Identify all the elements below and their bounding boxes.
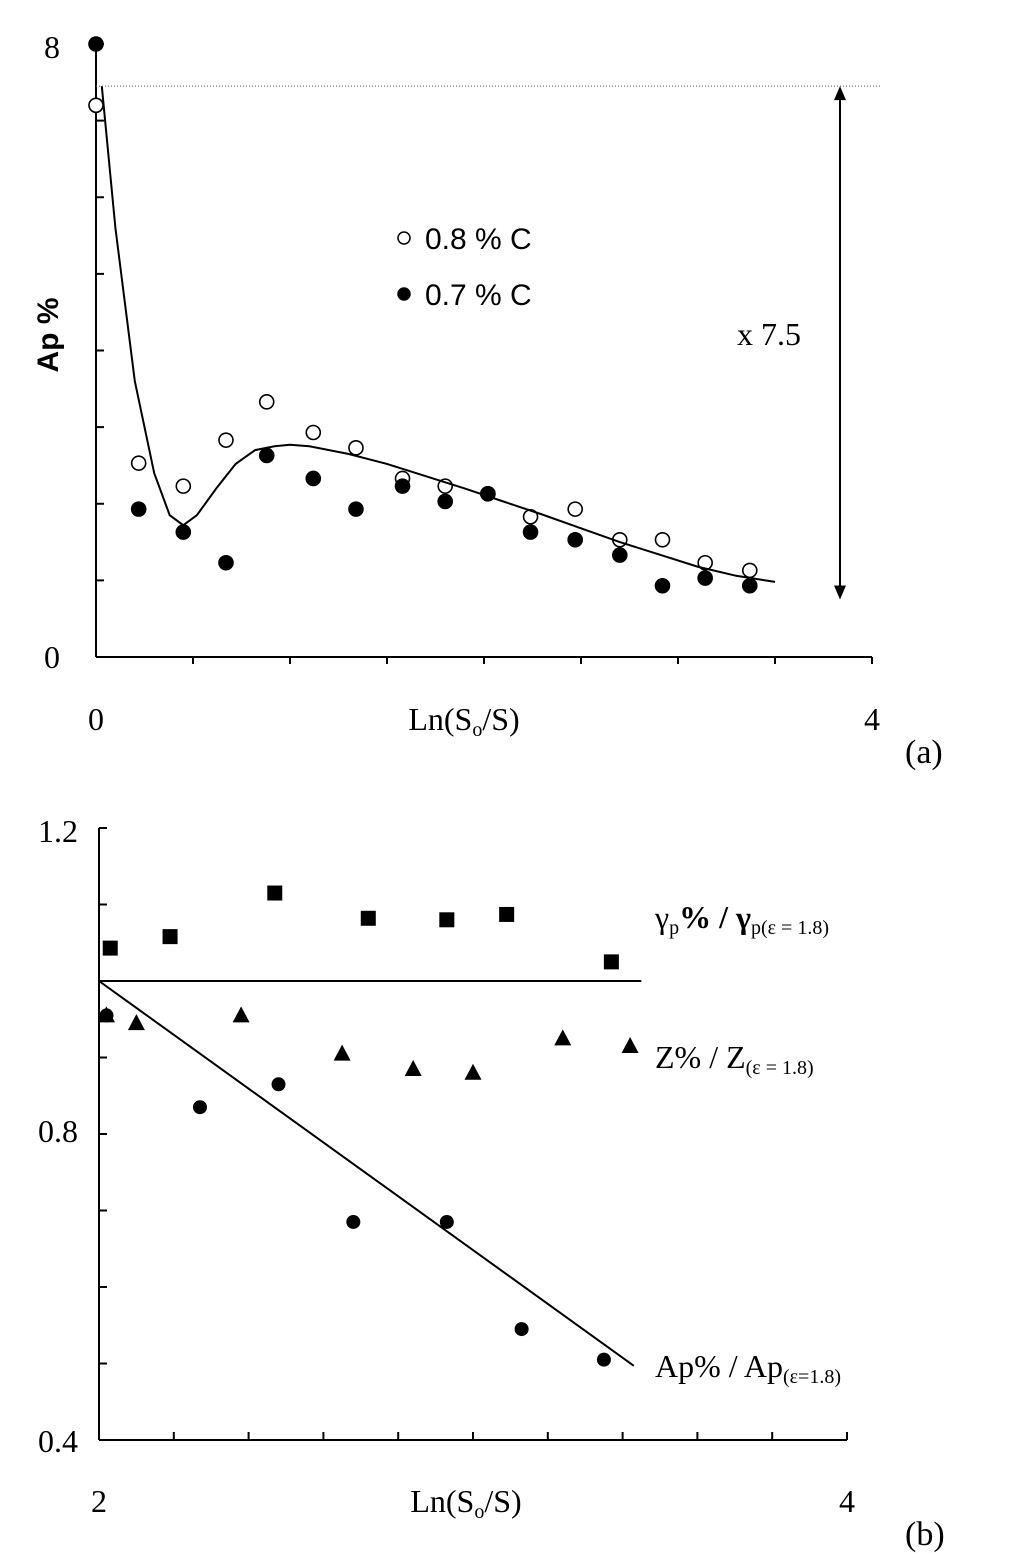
point-07c-11 [567, 531, 583, 548]
point-08c-1 [130, 455, 147, 471]
fit-curve-a [100, 86, 776, 583]
point-ap-4 [439, 1214, 454, 1229]
point-07c-13 [654, 577, 671, 594]
point-07c-4 [258, 447, 275, 464]
point-08c-5 [305, 424, 322, 441]
point-ap-3 [346, 1214, 361, 1229]
point-gamma-3 [360, 910, 376, 926]
legend-label-08c: 0.8 % C [425, 223, 532, 256]
point-z-1 [127, 1014, 145, 1031]
point-08c-3 [218, 432, 234, 448]
panel-label-b: (b) [905, 1516, 945, 1553]
point-gamma-5 [499, 906, 515, 922]
point-ap-2 [271, 1077, 286, 1092]
point-gamma-2 [267, 885, 283, 901]
series-label-ap: Ap% / Ap(ε=1.8) [655, 1348, 841, 1388]
point-z-3 [333, 1044, 351, 1061]
x-tick-label-a-left: 0 [88, 701, 104, 737]
point-07c-0 [88, 36, 104, 52]
point-08c-15 [741, 562, 758, 579]
y-tick-label-a-top: 8 [44, 29, 60, 65]
point-07c-5 [305, 470, 322, 487]
point-z-5 [464, 1063, 482, 1080]
lines-b [98, 980, 642, 1367]
point-gamma-1 [162, 929, 178, 945]
x-axis-title-b: Ln(So/S) [410, 1483, 521, 1523]
panel-label-a: (a) [905, 734, 943, 771]
point-07c-6 [348, 501, 364, 517]
ratio-arrow [834, 86, 846, 600]
y-tick-label-b-top: 1.2 [38, 813, 78, 849]
y-tick-label-b-bottom: 0.4 [38, 1423, 78, 1459]
point-gamma-0 [102, 940, 118, 956]
ratio-arrow-head-top [834, 86, 846, 101]
legend-label-07c: 0.7 % C [425, 279, 532, 312]
point-07c-7 [394, 478, 411, 494]
y-tick-label-b-mid: 0.8 [38, 1113, 78, 1149]
panel-b: 1.2 0.8 0.4 2 4 Ln(So/S) γp% / γp(ε = 1.… [38, 813, 945, 1553]
point-08c-13 [654, 531, 671, 548]
point-07c-3 [218, 554, 234, 571]
point-08c-6 [348, 440, 364, 456]
legend-marker-open-circle [397, 231, 411, 245]
point-08c-11 [567, 501, 583, 517]
point-08c-14 [697, 554, 713, 571]
x-tick-label-a-right: 4 [864, 701, 880, 737]
point-ap-5 [514, 1322, 529, 1337]
point-z-6 [554, 1029, 572, 1046]
x-tick-label-b-right: 4 [839, 1483, 855, 1519]
point-07c-14 [697, 570, 713, 586]
series-label-gamma: γp% / γp(ε = 1.8) [654, 899, 829, 939]
point-ap-1 [192, 1100, 207, 1115]
legend-a: 0.8 % C 0.7 % C [397, 223, 532, 312]
point-08c-0 [88, 97, 104, 114]
series-label-z: Z% / Z(ε = 1.8) [655, 1039, 814, 1079]
panel-a: 8 0 0 4 Ln(So/S) Ap % 0.8 % C 0.7 % C x … [32, 29, 943, 771]
point-07c-8 [437, 493, 454, 510]
point-08c-4 [258, 394, 275, 410]
legend-marker-filled-circle [397, 287, 411, 301]
point-gamma-4 [439, 912, 455, 928]
point-gamma-6 [603, 954, 619, 970]
points-b [97, 885, 639, 1367]
y-tick-label-a-bottom: 0 [44, 639, 60, 675]
point-07c-12 [611, 547, 628, 563]
x-axis-title-a: Ln(So/S) [408, 701, 519, 741]
point-ap-0 [99, 1008, 114, 1023]
ratio-arrow-head-bottom [834, 585, 846, 600]
point-08c-2 [175, 478, 192, 494]
ap-trend-line [98, 980, 635, 1367]
points-a [88, 36, 758, 594]
point-z-2 [232, 1006, 250, 1023]
point-z-7 [621, 1037, 639, 1054]
point-07c-1 [130, 501, 147, 517]
x-tick-label-b-left: 2 [91, 1483, 107, 1519]
point-07c-10 [522, 524, 539, 540]
ratio-annotation: x 7.5 [737, 316, 801, 352]
point-07c-15 [741, 577, 758, 594]
point-07c-2 [175, 524, 192, 540]
point-z-4 [404, 1059, 422, 1076]
y-axis-title-a: Ap % [32, 298, 65, 373]
point-ap-6 [596, 1352, 611, 1367]
